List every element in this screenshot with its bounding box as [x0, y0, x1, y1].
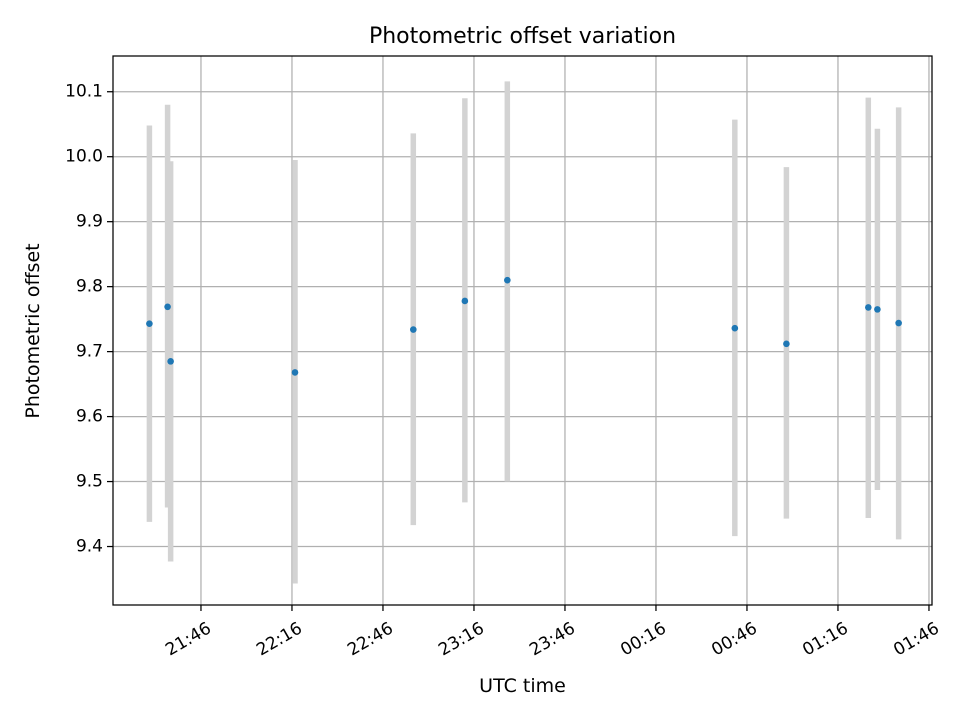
- grid-layer: [113, 56, 932, 605]
- data-point: [865, 304, 872, 311]
- data-point: [461, 297, 469, 305]
- data-point: [783, 340, 790, 348]
- y-axis-label: Photometric offset: [22, 243, 44, 418]
- y-tick-label: 9.5: [76, 472, 103, 492]
- y-tick-label: 9.6: [76, 407, 103, 427]
- y-tick-label: 10.1: [65, 82, 103, 102]
- data-point: [164, 303, 171, 311]
- y-tick-label: 10.0: [65, 147, 103, 167]
- plot-frame: [112, 55, 933, 606]
- y-tick-label: 9.7: [76, 342, 103, 362]
- point-layer: [146, 276, 902, 376]
- y-tick-label: 9.9: [76, 212, 103, 232]
- x-axis-label: UTC time: [479, 675, 566, 697]
- data-point: [731, 324, 739, 332]
- data-point: [410, 326, 417, 333]
- chart-title: Photometric offset variation: [369, 24, 676, 49]
- data-point: [874, 306, 881, 313]
- data-point: [167, 358, 174, 365]
- data-point: [146, 320, 153, 327]
- y-tick-label: 9.8: [76, 277, 103, 297]
- data-point: [291, 369, 299, 376]
- data-point: [504, 276, 511, 284]
- data-point: [895, 319, 902, 327]
- y-tick-label: 9.4: [76, 537, 103, 557]
